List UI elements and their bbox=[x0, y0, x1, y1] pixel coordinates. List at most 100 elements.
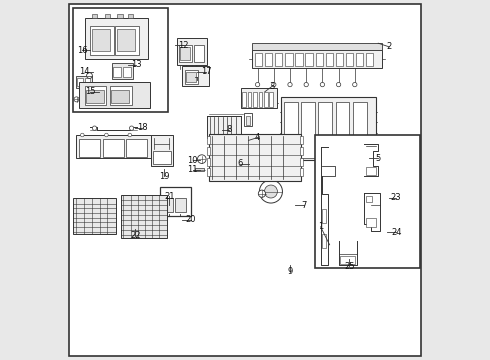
Text: 19: 19 bbox=[159, 172, 169, 181]
Text: 20: 20 bbox=[186, 215, 196, 224]
Bar bbox=[151, 135, 173, 166]
Bar bbox=[253, 92, 257, 107]
Bar bbox=[186, 72, 196, 82]
Bar bbox=[315, 135, 420, 268]
Circle shape bbox=[104, 133, 108, 137]
Bar bbox=[128, 14, 133, 18]
Circle shape bbox=[271, 82, 276, 87]
Circle shape bbox=[74, 97, 79, 102]
Text: 18: 18 bbox=[137, 123, 147, 132]
Bar bbox=[77, 78, 83, 86]
Text: 13: 13 bbox=[131, 60, 142, 69]
Text: 15: 15 bbox=[85, 87, 96, 96]
Bar bbox=[252, 43, 382, 50]
Bar bbox=[180, 47, 190, 60]
Bar bbox=[336, 102, 349, 158]
Bar bbox=[209, 134, 301, 181]
Bar bbox=[90, 26, 114, 55]
Bar bbox=[92, 29, 110, 51]
Bar bbox=[76, 76, 92, 88]
Text: 25: 25 bbox=[344, 262, 355, 271]
Bar bbox=[243, 92, 246, 107]
Bar bbox=[356, 53, 363, 66]
Bar bbox=[285, 53, 293, 66]
Bar bbox=[85, 86, 106, 105]
Bar bbox=[111, 90, 129, 103]
Bar bbox=[346, 53, 353, 66]
Circle shape bbox=[320, 82, 324, 87]
Text: 17: 17 bbox=[201, 68, 212, 77]
Text: 6: 6 bbox=[237, 159, 242, 168]
Circle shape bbox=[243, 148, 258, 163]
Bar bbox=[117, 14, 122, 18]
Circle shape bbox=[259, 180, 282, 203]
Bar bbox=[162, 198, 173, 212]
Text: 10: 10 bbox=[188, 156, 198, 165]
Bar bbox=[259, 92, 262, 107]
Bar bbox=[207, 116, 242, 138]
Bar bbox=[245, 116, 250, 125]
Text: 11: 11 bbox=[188, 165, 198, 174]
Circle shape bbox=[265, 185, 277, 198]
Bar bbox=[300, 136, 303, 144]
Bar bbox=[207, 158, 210, 166]
Bar bbox=[316, 53, 323, 66]
Bar bbox=[194, 45, 204, 62]
Bar bbox=[270, 92, 273, 107]
Bar bbox=[116, 26, 139, 55]
Text: 3: 3 bbox=[270, 82, 275, 91]
Bar bbox=[117, 29, 135, 51]
Circle shape bbox=[288, 82, 292, 87]
Circle shape bbox=[255, 82, 260, 87]
Circle shape bbox=[258, 190, 266, 197]
Bar bbox=[300, 147, 303, 155]
Bar bbox=[207, 147, 210, 155]
Text: 1: 1 bbox=[318, 222, 323, 231]
Bar bbox=[318, 102, 332, 158]
Bar bbox=[121, 195, 167, 238]
Bar bbox=[366, 53, 373, 66]
Bar bbox=[353, 102, 367, 158]
Bar bbox=[321, 209, 326, 223]
Circle shape bbox=[337, 82, 341, 87]
Bar bbox=[76, 135, 151, 158]
Bar bbox=[92, 14, 98, 18]
Bar bbox=[104, 14, 110, 18]
Text: 4: 4 bbox=[255, 133, 260, 142]
Bar bbox=[242, 88, 277, 108]
Bar bbox=[265, 53, 272, 66]
Bar bbox=[245, 113, 252, 126]
Circle shape bbox=[304, 82, 308, 87]
Text: 12: 12 bbox=[178, 40, 189, 49]
Bar bbox=[207, 168, 210, 176]
Circle shape bbox=[92, 126, 97, 130]
Bar bbox=[110, 86, 132, 105]
Bar bbox=[195, 168, 204, 171]
Bar bbox=[281, 97, 376, 160]
Bar bbox=[321, 234, 326, 248]
Bar bbox=[341, 256, 355, 264]
Bar bbox=[301, 102, 315, 158]
Bar bbox=[300, 158, 303, 166]
Text: 2: 2 bbox=[387, 42, 392, 51]
Bar bbox=[85, 18, 148, 59]
Text: 23: 23 bbox=[391, 194, 401, 202]
Bar bbox=[305, 53, 313, 66]
Bar bbox=[275, 53, 282, 66]
Bar bbox=[113, 67, 121, 77]
Circle shape bbox=[87, 73, 92, 78]
Bar bbox=[176, 38, 207, 65]
Circle shape bbox=[353, 82, 357, 87]
Bar bbox=[248, 92, 251, 107]
Bar bbox=[326, 53, 333, 66]
Bar bbox=[160, 187, 191, 216]
Bar bbox=[336, 53, 343, 66]
Text: 8: 8 bbox=[226, 125, 231, 134]
Text: 14: 14 bbox=[79, 68, 90, 77]
Bar bbox=[366, 196, 372, 202]
Bar bbox=[295, 53, 303, 66]
Bar bbox=[79, 139, 100, 157]
Bar bbox=[185, 70, 198, 84]
Bar bbox=[86, 90, 104, 103]
Bar bbox=[85, 78, 90, 86]
